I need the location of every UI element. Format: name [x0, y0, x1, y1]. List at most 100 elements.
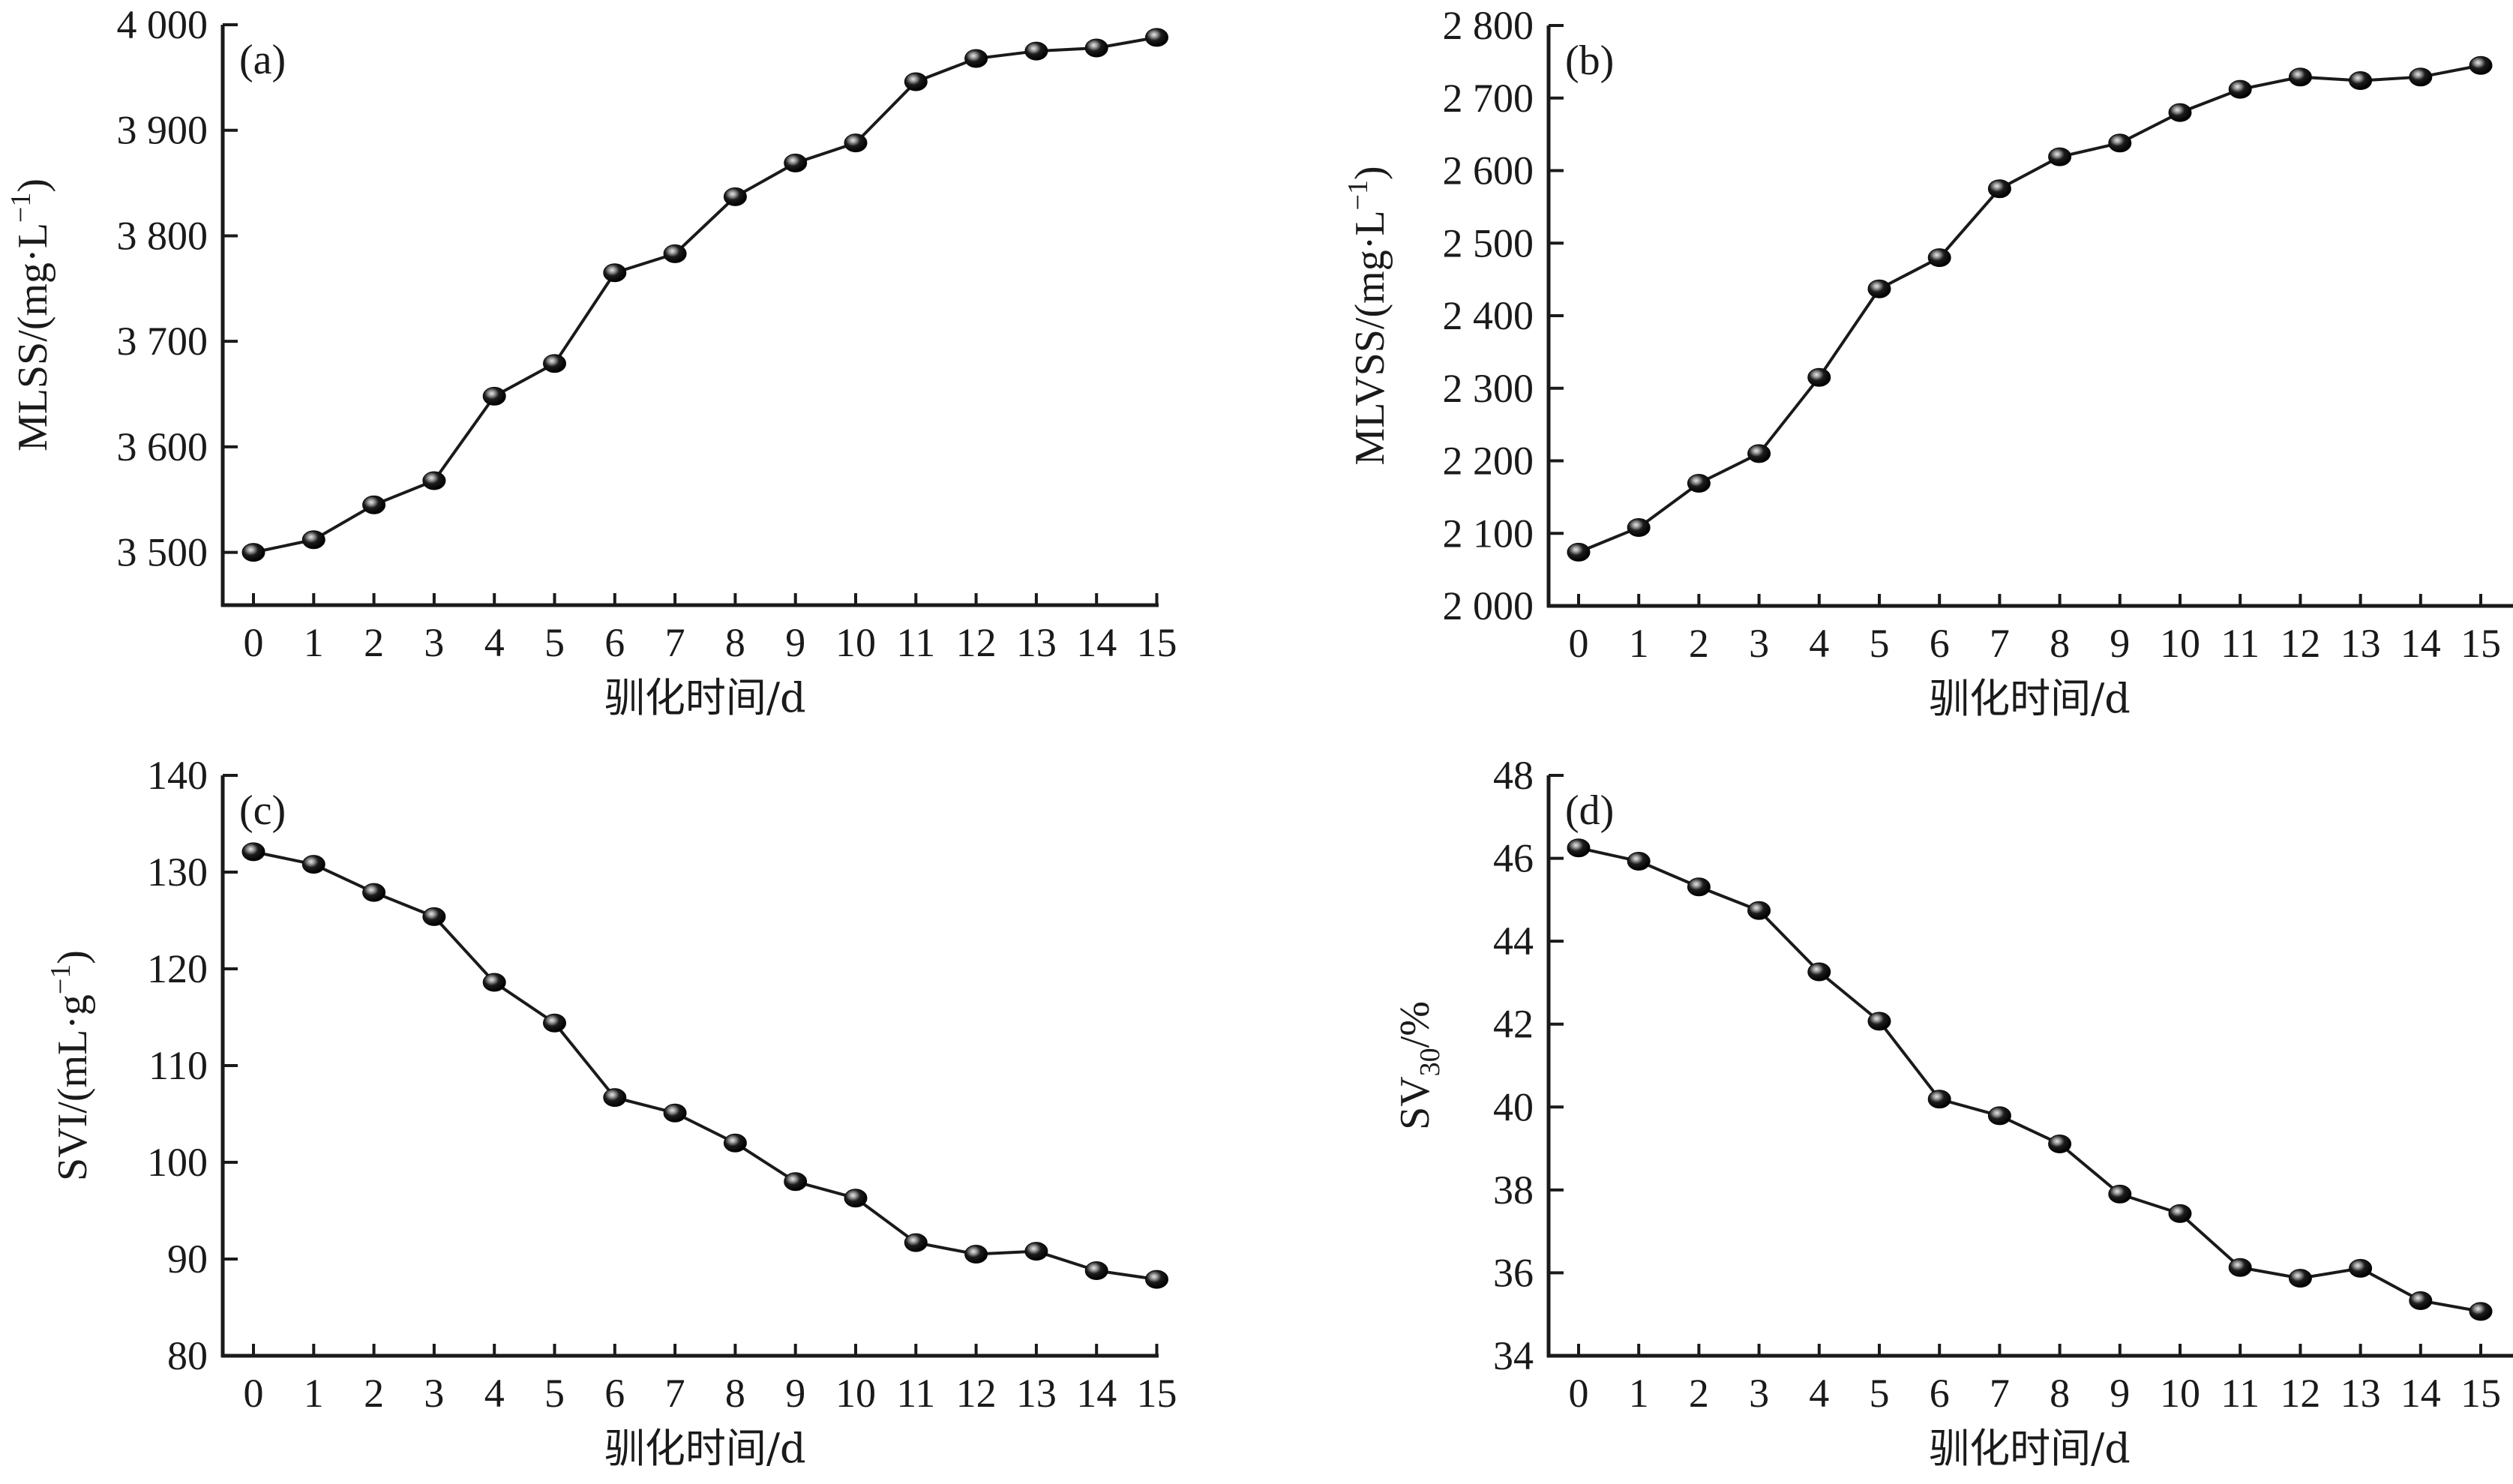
x-tick-label: 5: [1870, 1371, 1890, 1416]
data-point: [723, 187, 747, 206]
x-tick-label: 5: [1870, 621, 1890, 666]
x-tick-label: 14: [2401, 621, 2441, 666]
data-point: [301, 855, 325, 874]
x-axis-title: 驯化时间/d: [604, 674, 806, 721]
data-point: [1084, 1261, 1108, 1280]
x-tick-label: 2: [364, 620, 384, 665]
data-point: [362, 883, 386, 902]
y-axis-title-sup: −1: [1342, 180, 1374, 210]
y-axis-title: MLVSS/(mg·L−1): [1342, 166, 1393, 465]
x-tick-label: 15: [2461, 621, 2501, 666]
x-tick-label: 13: [2341, 621, 2381, 666]
x-tick-label: 10: [2160, 1371, 2200, 1416]
y-tick-label: 100: [147, 1140, 208, 1185]
data-point: [2288, 1269, 2312, 1288]
y-axis-title-main: MLSS/(mg·L: [10, 223, 56, 451]
data-point: [2168, 1204, 2192, 1223]
x-tick-label: 13: [1016, 1371, 1057, 1416]
data-point: [1145, 1270, 1168, 1289]
y-axis-title: MLSS/(mg·L−1): [5, 178, 56, 451]
x-tick-label: 6: [1930, 1371, 1950, 1416]
y-tick-label: 110: [148, 1043, 208, 1088]
data-point: [1627, 518, 1651, 538]
x-tick-label: 3: [1749, 621, 1769, 666]
x-tick-label: 8: [725, 1371, 745, 1416]
panel-label: (a): [239, 37, 286, 83]
y-axis-title-main: SVI/(mL·g: [49, 994, 96, 1181]
data-point: [1145, 28, 1168, 47]
x-tick-label: 9: [785, 1371, 805, 1416]
x-tick-label: 14: [1076, 620, 1117, 665]
data-point: [2108, 1184, 2132, 1204]
x-tick-label: 3: [424, 620, 444, 665]
y-axis-title-sup: −1: [5, 193, 37, 223]
y-tick-label: 3 500: [117, 530, 208, 575]
data-point: [482, 973, 506, 992]
data-point: [1867, 1012, 1891, 1031]
data-point: [422, 907, 446, 926]
data-point: [1687, 877, 1711, 897]
data-point: [844, 133, 868, 153]
data-point: [241, 842, 265, 862]
x-tick-label: 12: [956, 620, 997, 665]
y-tick-label: 2 200: [1443, 439, 1534, 484]
x-tick-label: 1: [304, 620, 324, 665]
data-point: [904, 1233, 928, 1252]
x-tick-label: 8: [2050, 1371, 2070, 1416]
y-tick-label: 42: [1493, 1002, 1534, 1047]
data-point: [1987, 179, 2011, 199]
data-point: [2469, 55, 2493, 75]
panel-label: (c): [239, 787, 286, 834]
data-point: [964, 49, 988, 68]
y-tick-label: 2 100: [1443, 511, 1534, 556]
data-point: [2288, 67, 2312, 87]
y-tick-label: 4 000: [117, 2, 208, 47]
x-tick-label: 0: [244, 1371, 264, 1416]
x-axis-title: 驯化时间/d: [1929, 675, 2131, 722]
x-tick-label: 11: [2221, 1371, 2260, 1416]
data-point: [904, 72, 928, 91]
x-tick-label: 15: [2461, 1371, 2501, 1416]
data-point: [1024, 41, 1048, 61]
y-tick-label: 2 600: [1443, 148, 1534, 193]
x-tick-label: 12: [2280, 1371, 2320, 1416]
x-tick-label: 8: [725, 620, 745, 665]
data-point: [482, 386, 506, 406]
x-tick-label: 3: [424, 1371, 444, 1416]
y-tick-label: 3 600: [117, 424, 208, 469]
data-point: [2228, 79, 2252, 99]
series-line: [1578, 846, 2482, 1313]
data-point: [1687, 473, 1711, 493]
data-point: [603, 263, 627, 283]
y-axis-title-sup: −1: [45, 964, 76, 994]
y-tick-label: 2 000: [1443, 583, 1534, 628]
x-tick-label: 3: [1749, 1371, 1769, 1416]
x-tick-label: 15: [1137, 1371, 1177, 1416]
y-tick-label: 2 700: [1443, 76, 1534, 121]
x-tick-label: 5: [544, 620, 565, 665]
x-tick-label: 14: [2401, 1371, 2441, 1416]
data-point: [2349, 71, 2373, 91]
data-point: [2228, 1258, 2252, 1277]
y-tick-label: 46: [1493, 836, 1534, 881]
y-tick-label: 140: [147, 753, 208, 798]
y-axis-title-main: MLVSS/(mg·L: [1347, 210, 1393, 465]
data-point: [543, 1013, 566, 1033]
data-point: [2469, 1302, 2493, 1321]
y-axis-title-sub: 30: [1414, 1048, 1446, 1076]
x-tick-label: 12: [956, 1371, 997, 1416]
y-tick-label: 3 800: [117, 213, 208, 258]
panel-label: (d): [1565, 787, 1614, 834]
y-tick-label: 48: [1493, 753, 1534, 798]
x-tick-label: 9: [785, 620, 805, 665]
y-tick-label: 2 500: [1443, 220, 1534, 265]
data-point: [1024, 1242, 1048, 1261]
x-tick-label: 9: [2110, 621, 2130, 666]
x-tick-label: 1: [304, 1371, 324, 1416]
y-tick-label: 40: [1493, 1084, 1534, 1129]
y-tick-label: 44: [1493, 919, 1534, 964]
x-tick-label: 14: [1076, 1371, 1117, 1416]
